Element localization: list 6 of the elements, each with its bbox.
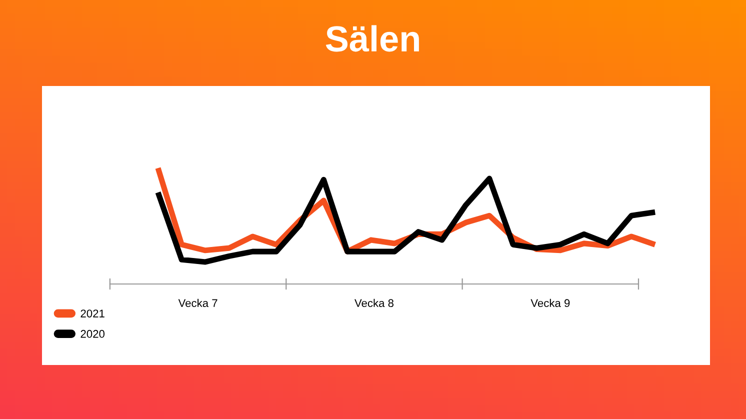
legend-label: 2020 xyxy=(80,330,105,338)
text: Vecka 9 xyxy=(530,298,570,308)
chart-title: Sälen xyxy=(326,25,419,52)
legend-label: 2021 xyxy=(80,310,104,318)
text: Vecka 8 xyxy=(354,298,394,308)
text: Vecka 7 xyxy=(178,298,218,308)
